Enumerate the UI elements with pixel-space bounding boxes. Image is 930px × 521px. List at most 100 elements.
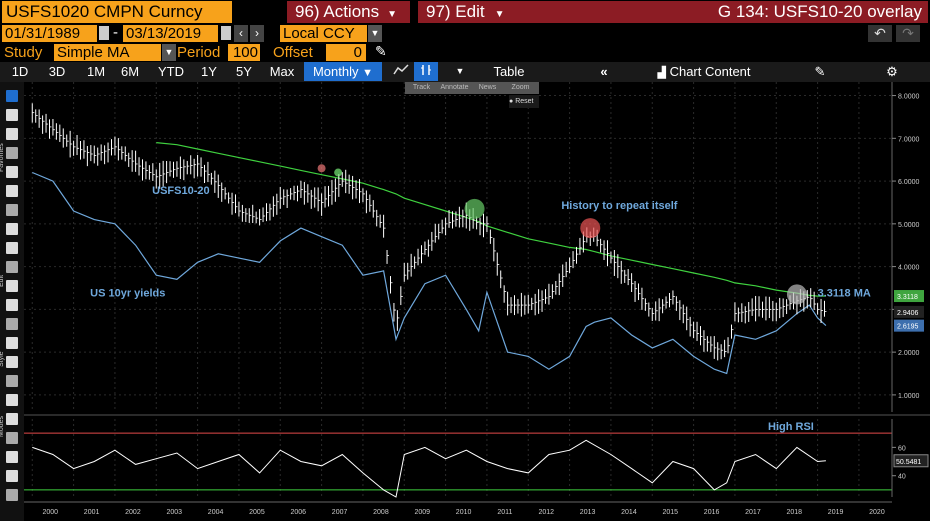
drawing-tool-icon[interactable]	[6, 185, 18, 197]
highlight-circle	[786, 284, 807, 305]
last-value-tags: 3.3118 2.9406 2.6195 50.5481	[893, 290, 929, 468]
drawing-tool-icon[interactable]	[6, 394, 18, 406]
drawing-tool-icon[interactable]	[6, 166, 18, 178]
ticker-field[interactable]: USFS1020 CMPN Curncy	[2, 1, 232, 23]
chart-annotation: 3.3118 MA	[818, 288, 871, 300]
actions-menu[interactable]: 96) Actions ▼	[287, 1, 410, 23]
table-button[interactable]: Table	[493, 64, 525, 79]
drawing-tool-icon[interactable]	[6, 356, 18, 368]
reset-button[interactable]: ● Reset	[509, 95, 539, 108]
study-label: Study	[4, 44, 43, 61]
range-button[interactable]: 3D	[48, 64, 66, 79]
bar-chart-icon[interactable]	[414, 62, 438, 81]
reset-label: Reset	[515, 98, 534, 105]
drawing-tool-icon[interactable]	[6, 223, 18, 235]
x-tick-label: 2008	[373, 509, 389, 516]
drawing-tool-icon[interactable]	[6, 280, 18, 292]
pencil-icon[interactable]: ✎	[375, 43, 387, 59]
highlight-circle	[580, 218, 601, 239]
drawing-tool-icon[interactable]	[6, 242, 18, 254]
drawing-tool-icon[interactable]	[6, 109, 18, 121]
edit-chart-icon[interactable]: ✎	[814, 64, 826, 79]
redo-icon[interactable]: ↷	[896, 25, 920, 42]
x-tick-label: 2017	[745, 509, 761, 516]
currency-select[interactable]: Local CCY	[280, 25, 367, 42]
end-date-field[interactable]: 03/13/2019	[123, 25, 218, 42]
start-date-field[interactable]: 01/31/1989	[2, 25, 97, 42]
x-tick-label: 2012	[538, 509, 554, 516]
popup-item[interactable]: News	[478, 84, 497, 91]
chevron-down-icon: ▼	[387, 9, 398, 20]
x-tick-label: 2004	[208, 509, 224, 516]
range-button[interactable]: 1M	[86, 64, 106, 79]
chevron-left-icon[interactable]: ‹	[234, 25, 248, 42]
popup-item[interactable]: Annotate	[440, 84, 469, 91]
line-chart-icon[interactable]	[390, 62, 412, 81]
range-button[interactable]: 5Y	[236, 64, 252, 79]
edit-label: 97) Edit	[426, 2, 485, 21]
study-select[interactable]: Simple MA	[54, 44, 161, 61]
range-button[interactable]: 1D	[11, 64, 29, 79]
drawing-tool-icon[interactable]	[6, 318, 18, 330]
chevron-right-icon[interactable]: ›	[250, 25, 264, 42]
y-tick-label: 7.0000	[898, 136, 920, 143]
gear-icon[interactable]: ⚙	[886, 64, 898, 79]
chevron-down-icon[interactable]: ▼	[368, 25, 382, 42]
drawing-tool-icon[interactable]	[6, 451, 18, 463]
tool-popup: Track Annotate News Zoom ● Reset	[405, 82, 539, 110]
chart-annotation: USFS10-20	[152, 185, 209, 197]
chart-area[interactable]: 2000 2001 2002 2003 2004 2005 2006 2007 2008 2009…	[24, 82, 930, 521]
drawing-tool-icon[interactable]	[6, 128, 18, 140]
calendar-icon[interactable]	[99, 26, 109, 40]
range-button[interactable]: Max	[269, 64, 295, 79]
undo-icon[interactable]: ↶	[868, 25, 892, 42]
last-value-tag	[894, 305, 924, 318]
date-separator: -	[113, 24, 118, 41]
drawing-tool-icon[interactable]	[6, 147, 18, 159]
actions-label: 96) Actions	[295, 2, 380, 21]
range-button[interactable]: 6M	[120, 64, 140, 79]
x-tick-label: 2013	[580, 509, 596, 516]
edit-menu[interactable]: 97) Edit ▼	[418, 1, 526, 23]
popup-item[interactable]: Track	[412, 84, 431, 91]
x-tick-label: 2014	[621, 509, 637, 516]
chart-annotation: History to repeat itself	[561, 200, 677, 212]
x-tick-label: 2016	[704, 509, 720, 516]
y-tick-label: 40	[898, 474, 906, 481]
calendar-icon[interactable]	[221, 26, 231, 40]
range-button[interactable]: 1Y	[201, 64, 217, 79]
chart-content-button[interactable]: ▟ Chart Content	[644, 62, 764, 81]
drawing-tool-icon[interactable]	[6, 375, 18, 387]
chart-annotation: High RSI	[768, 421, 814, 433]
drawing-tool-icon[interactable]	[6, 470, 18, 482]
x-tick-label: 2003	[166, 509, 182, 516]
offset-field[interactable]: 0	[326, 44, 366, 61]
x-tick-label: 2007	[332, 509, 348, 516]
chevron-down-icon[interactable]: ▼	[455, 66, 465, 76]
drawing-tool-icon[interactable]	[6, 413, 18, 425]
offset-label: Offset	[273, 44, 313, 61]
chevron-down-icon[interactable]: ▼	[162, 44, 176, 61]
drawing-tool-icon[interactable]	[6, 489, 18, 501]
y-axis-main: 8.00007.00006.00005.00004.00003.00002.00…	[891, 82, 920, 412]
chart-annotation: US 10yr yields	[90, 288, 165, 300]
last-value-label: 50.5481	[896, 459, 921, 466]
period-field[interactable]: 100	[228, 44, 260, 61]
sidebar-label: Edit	[0, 274, 5, 287]
drawing-tool-icon[interactable]	[6, 432, 18, 444]
drawing-tool-icon[interactable]	[6, 337, 18, 349]
last-value-tag	[893, 454, 929, 468]
drawing-tool-icon[interactable]	[6, 299, 18, 311]
x-tick-label: 2010	[456, 509, 472, 516]
frequency-select[interactable]: Monthly ▼	[304, 62, 382, 81]
popup-item[interactable]: Zoom	[511, 84, 530, 91]
rsi-grid	[31, 419, 860, 497]
last-value-tag	[894, 319, 924, 332]
x-tick-label: 2009	[414, 509, 430, 516]
x-tick-label: 2018	[786, 509, 802, 516]
collapse-icon[interactable]: «	[600, 64, 608, 79]
drawing-tool-icon[interactable]	[6, 90, 18, 102]
range-button[interactable]: YTD	[158, 64, 184, 79]
drawing-tool-icon[interactable]	[6, 261, 18, 273]
drawing-tool-icon[interactable]	[6, 204, 18, 216]
